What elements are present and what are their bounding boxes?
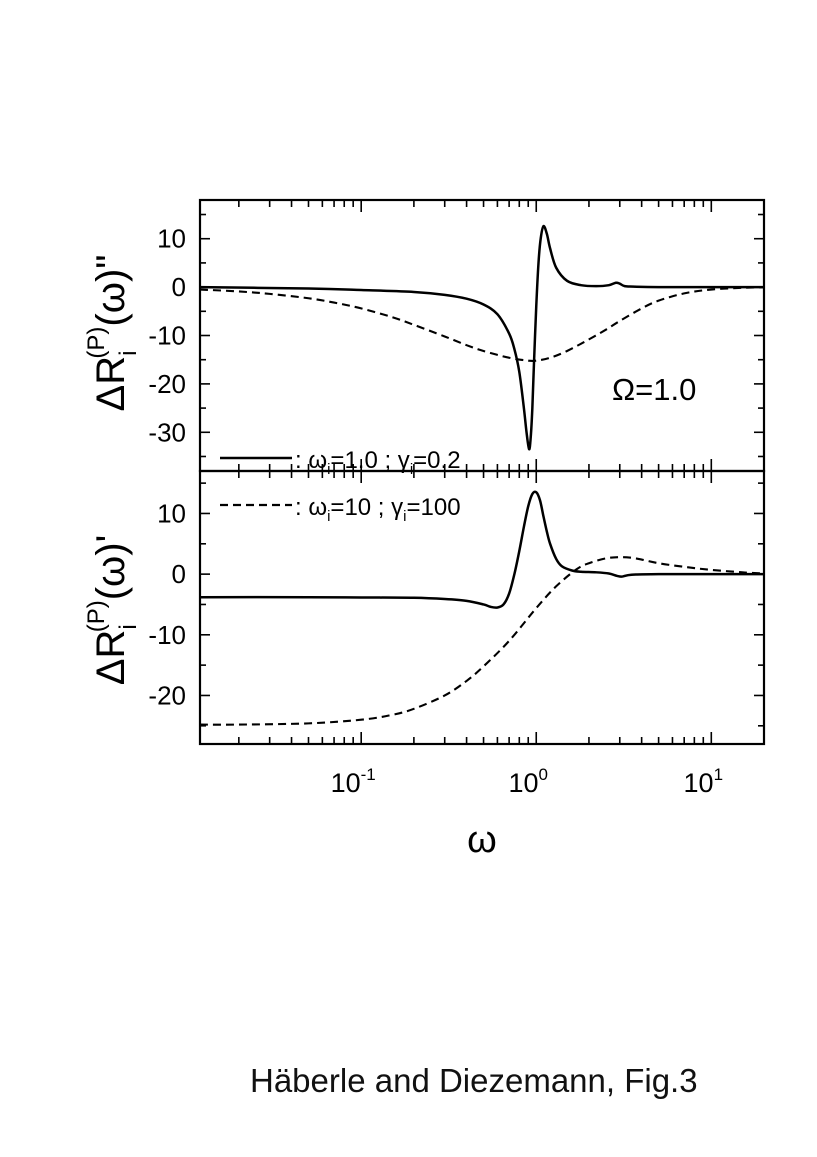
top-ylabel-sub: i <box>115 351 142 356</box>
top-ylabel-base: ΔR <box>89 356 133 412</box>
figure-caption: Häberle and Diezemann, Fig.3 <box>250 1062 698 1099</box>
top-ylabel-tail: (ω)" <box>89 254 133 326</box>
top-ylabel: ΔRi (P)(ω)" <box>83 254 142 411</box>
y-tick-label: -10 <box>148 321 186 351</box>
series-line-dashed <box>200 286 764 363</box>
x-tick-label: 100 <box>508 765 548 798</box>
y-tick-label: -10 <box>148 620 186 650</box>
bottom-ylabel-sub: i <box>115 624 142 629</box>
legend: : ωi=1.0 ; γi=0.2 : ωi=10 ; γi=100 <box>220 447 461 525</box>
series-line-dashed <box>200 556 764 726</box>
series-line-solid <box>200 490 764 609</box>
y-tick-label: -30 <box>148 417 186 447</box>
x-tick-label: 101 <box>684 765 724 798</box>
y-tick-label: -20 <box>148 369 186 399</box>
top-ylabel-sup: (P) <box>83 327 110 359</box>
y-tick-label: 0 <box>172 272 186 302</box>
y-tick-label: -20 <box>148 680 186 710</box>
y-tick-label: 10 <box>157 224 186 254</box>
series-line-solid <box>200 224 764 451</box>
bottom-ylabel-sup: (P) <box>83 600 110 632</box>
bottom-panel: -20 -10 0 10 10-1 100 101 <box>148 469 766 798</box>
y-tick-label: 0 <box>172 559 186 589</box>
legend-entry-solid: : ωi=1.0 ; γi=0.2 <box>295 447 461 478</box>
x-axis-label: ω <box>467 819 497 861</box>
top-panel: -30 -20 -10 0 10 <box>148 198 766 473</box>
x-tick-label: 10-1 <box>331 765 376 798</box>
omega-annotation: Ω=1.0 <box>612 372 696 407</box>
plot-frame <box>198 469 766 746</box>
y-tick-label: 10 <box>157 498 186 528</box>
bottom-ylabel: ΔRi (P)(ω)' <box>83 535 142 685</box>
bottom-ylabel-tail: (ω)' <box>89 535 133 601</box>
plot-frame <box>198 198 766 473</box>
bottom-ylabel-base: ΔR <box>89 630 133 686</box>
legend-entry-dashed: : ωi=10 ; γi=100 <box>295 494 461 525</box>
